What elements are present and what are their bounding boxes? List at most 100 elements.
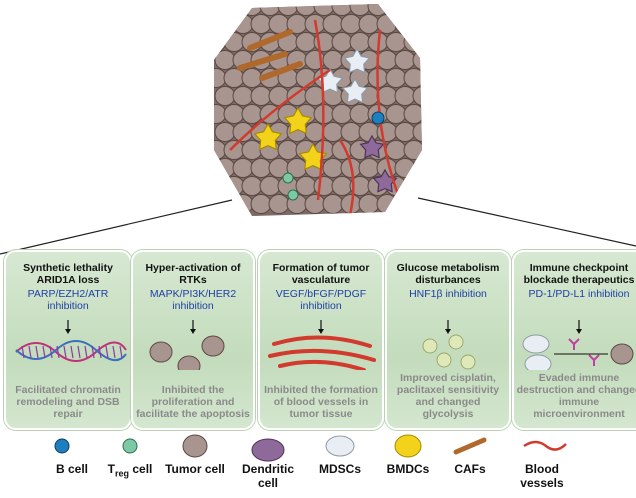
- blood-vessel: [229, 68, 331, 151]
- legend-icon: [182, 434, 208, 458]
- arrow-head: [65, 329, 71, 334]
- legend-text: MDSCs: [318, 462, 361, 476]
- tumor-cell: [223, 176, 245, 196]
- legend-icon: [523, 440, 567, 451]
- legend-text: Dendritic cell: [241, 462, 294, 490]
- tumor-cell: [376, 194, 398, 214]
- mdsc: [343, 47, 371, 74]
- tumor-cell: [403, 4, 422, 16]
- tumor-cell: [214, 194, 236, 214]
- tumor-cell: [349, 104, 371, 124]
- tumor-cell: [403, 140, 422, 160]
- tumor-cell: [223, 32, 245, 52]
- arrow-head: [190, 329, 196, 334]
- tumor-cell: [232, 86, 254, 106]
- tumor-cell: [412, 158, 422, 178]
- panel-outcome: Improved cisplatin, paclitaxel sensitivi…: [396, 372, 500, 420]
- legend-icon: [251, 438, 285, 462]
- tumor-cell: [322, 50, 344, 70]
- dna-rung: [119, 345, 123, 359]
- tumor-cell: [322, 14, 344, 34]
- tumor-cell: [250, 86, 272, 106]
- arrow-head: [576, 329, 582, 334]
- tumor-cell: [295, 32, 317, 52]
- arrow-head: [445, 329, 451, 334]
- tumor-cell: [331, 4, 353, 16]
- dendritic-cell: [372, 168, 398, 193]
- tumor-cell: [358, 14, 380, 34]
- zoom-line: [417, 197, 636, 247]
- tumor-cell: [177, 355, 201, 370]
- glucose: [422, 338, 438, 354]
- zoom-line: [0, 199, 233, 255]
- b-cell: [371, 111, 385, 125]
- tumor-cell: [201, 335, 225, 357]
- dna-rung: [28, 345, 32, 359]
- tumor-cell: [214, 104, 227, 124]
- dna-rung: [70, 345, 74, 359]
- legend-text: Tumor cell: [165, 462, 225, 476]
- panel-target: HNF1β inhibition: [409, 288, 487, 300]
- panel: Glucose metabolism disturbances HNF1β inh…: [385, 250, 511, 430]
- antibody: [588, 354, 600, 366]
- panel-title: Glucose metabolism disturbances: [396, 262, 500, 286]
- tumor-cell: [277, 4, 299, 16]
- panel-target: PD-1/PD-L1 inhibition: [528, 288, 630, 300]
- tumor-cell: [214, 140, 227, 160]
- tumor-cell: [259, 176, 281, 196]
- tumor-cell: [412, 122, 422, 142]
- dna-rung: [105, 345, 109, 359]
- legend-label: Blood vessels: [512, 462, 572, 490]
- tumor-cell: [223, 140, 245, 160]
- legend-label: B cell: [32, 462, 112, 476]
- panel: Synthetic lethality ARID1A loss PARP/EZH2…: [4, 250, 132, 430]
- tumor-cell: [349, 32, 371, 52]
- tumor-cell: [223, 4, 245, 16]
- caf: [247, 29, 293, 51]
- tumor-cell: [367, 4, 389, 16]
- legend-icon: [453, 437, 487, 455]
- tumor-cell: [394, 158, 416, 178]
- panel-outcome: Inhibited the formation of blood vessels…: [264, 384, 378, 420]
- dna-strand: [15, 340, 127, 361]
- tumor-cell: [412, 194, 422, 214]
- glucose: [436, 352, 452, 368]
- panel-target: VEGF/bFGF/PDGF inhibition: [275, 288, 367, 312]
- panel-illustration: [422, 320, 476, 370]
- tumor-cell: [250, 158, 272, 178]
- legend-icon: [394, 434, 422, 458]
- tumor-cell: [214, 32, 227, 52]
- tumor-cell: [358, 158, 380, 178]
- tumor-cell: [241, 176, 263, 196]
- tumor-cell: [259, 4, 281, 16]
- legend-label: Dendritic cell: [238, 462, 298, 490]
- tumor-cell: [385, 104, 407, 124]
- vessel: [272, 335, 372, 348]
- glucose: [460, 354, 476, 370]
- legend-text: Blood vessels: [520, 462, 564, 490]
- tumor-cell: [385, 68, 407, 88]
- tumor-cell: [268, 194, 290, 214]
- immune-cell: [522, 334, 550, 354]
- tumor-cell: [223, 104, 245, 124]
- panel-title: Formation of tumor vasculature: [272, 262, 370, 286]
- tumor-cell: [232, 158, 254, 178]
- legend-subscript: reg: [114, 468, 129, 479]
- caf: [237, 51, 288, 71]
- tumor-cell: [394, 194, 416, 214]
- tumor-cell: [295, 176, 317, 196]
- tumor-mass: [214, 4, 422, 216]
- dna-rung: [56, 345, 60, 359]
- panel-target: MAPK/PI3K/HER2 inhibition: [149, 288, 237, 312]
- dna-rung: [112, 345, 116, 359]
- tumor-cell: [385, 32, 407, 52]
- legend-label: CAFs: [440, 462, 500, 476]
- tumor-cell: [394, 86, 416, 106]
- dna-rung: [91, 345, 95, 359]
- panel-illustration: [268, 320, 376, 370]
- tumor-cell: [214, 68, 227, 88]
- bmdc: [253, 122, 283, 151]
- panel: Immune checkpoint blockade therapeutics P…: [512, 250, 636, 430]
- tumor-cell: [295, 68, 317, 88]
